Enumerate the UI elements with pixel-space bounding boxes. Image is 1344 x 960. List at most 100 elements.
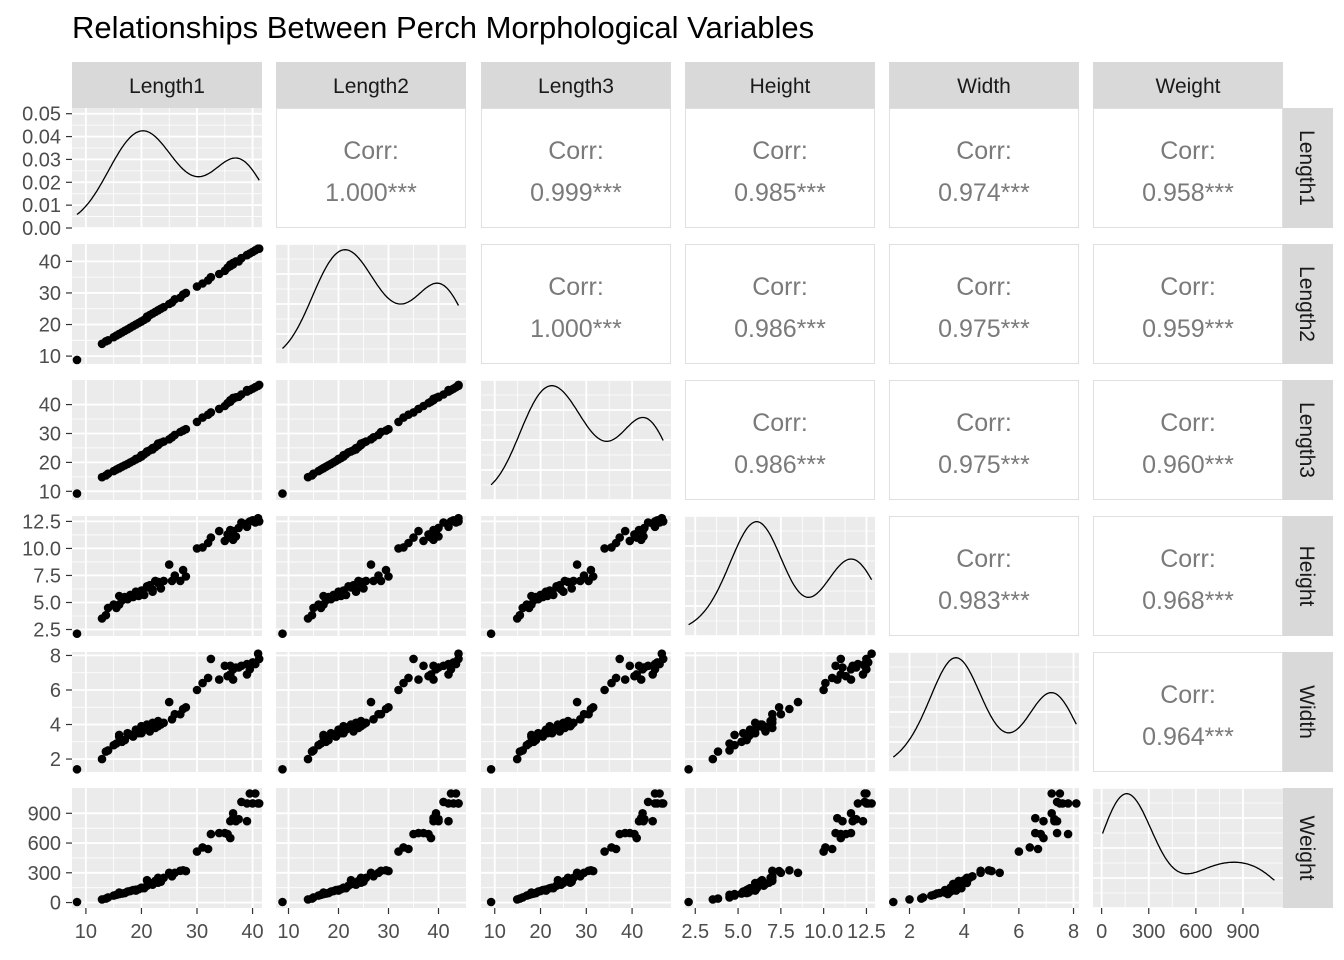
data-point <box>454 517 463 526</box>
x-tick-label: 30 <box>186 921 208 943</box>
y-tick-label: 2.5 <box>33 620 61 642</box>
y-tick-label: 600 <box>28 833 61 855</box>
data-point <box>987 866 996 876</box>
data-point <box>231 532 241 541</box>
data-point <box>164 560 174 569</box>
data-point <box>1039 816 1048 826</box>
y-tick-label: 0 <box>50 893 61 915</box>
data-point <box>426 833 436 843</box>
data-point <box>414 526 423 536</box>
data-point <box>376 576 386 586</box>
data-point <box>831 661 840 671</box>
data-point <box>303 754 313 764</box>
data-point <box>361 576 371 586</box>
data-point <box>414 675 423 684</box>
data-point <box>454 799 463 808</box>
y-tick-label: 40 <box>39 251 61 273</box>
data-point <box>404 673 413 683</box>
column-strip-label: Length2 <box>333 75 409 98</box>
data-point <box>1052 828 1062 838</box>
data-point <box>409 533 418 542</box>
y-tick-label: 0.01 <box>22 195 61 217</box>
correlation-panel <box>889 516 1079 636</box>
data-point <box>559 587 568 596</box>
x-tick-label: 40 <box>241 921 263 943</box>
correlation-value: 0.974*** <box>938 179 1030 207</box>
row-strip <box>1283 788 1333 908</box>
data-point <box>1063 799 1073 808</box>
data-point <box>650 799 660 808</box>
y-tick-label: 40 <box>39 395 61 417</box>
data-point <box>159 576 168 586</box>
data-point <box>203 844 213 854</box>
data-point <box>97 754 107 764</box>
correlation-value: 0.975*** <box>938 315 1030 343</box>
x-tick-label: 6 <box>1013 921 1024 943</box>
data-point <box>228 809 238 818</box>
data-point <box>774 866 784 876</box>
data-point <box>821 678 830 688</box>
row-strip <box>1283 108 1333 228</box>
column-strip <box>276 62 466 108</box>
data-point <box>569 718 578 728</box>
data-point <box>206 408 216 417</box>
data-point <box>228 675 238 684</box>
data-point <box>366 560 376 569</box>
x-tick-label: 30 <box>377 921 399 943</box>
correlation-label: Corr: <box>548 137 604 165</box>
data-point <box>846 809 856 818</box>
panel-background <box>276 788 466 908</box>
data-point <box>650 659 660 669</box>
data-point <box>242 799 252 808</box>
data-point <box>1039 833 1048 843</box>
data-point <box>572 697 582 707</box>
data-point <box>361 718 371 728</box>
data-point <box>836 833 846 843</box>
data-point <box>725 739 734 748</box>
data-point <box>409 654 418 664</box>
data-point <box>620 675 630 684</box>
data-point <box>889 897 898 907</box>
data-point <box>404 844 413 854</box>
correlation-panel <box>276 108 466 228</box>
correlation-value: 0.975*** <box>938 451 1030 479</box>
column-strip-label: Width <box>957 75 1011 98</box>
y-tick-label: 10 <box>39 346 61 368</box>
data-point <box>658 799 668 808</box>
y-tick-label: 20 <box>39 452 61 474</box>
correlation-label: Corr: <box>956 545 1012 573</box>
data-point <box>853 799 863 808</box>
data-point <box>756 720 765 729</box>
data-point <box>404 538 413 548</box>
data-point <box>821 843 830 852</box>
y-tick-label: 4 <box>50 715 61 737</box>
data-point <box>164 697 174 707</box>
y-tick-label: 10.0 <box>22 538 61 560</box>
data-point <box>640 523 649 533</box>
column-strip-label: Length1 <box>129 75 205 98</box>
data-point <box>639 532 648 541</box>
density-curve <box>490 385 664 486</box>
data-point <box>708 754 718 764</box>
data-point <box>1047 789 1056 798</box>
density-curve <box>688 521 873 626</box>
correlation-panel <box>481 108 671 228</box>
correlation-value: 0.958*** <box>1142 179 1234 207</box>
data-point <box>730 730 739 740</box>
data-point <box>369 576 378 586</box>
data-point <box>684 897 693 907</box>
correlation-panel <box>1093 652 1283 772</box>
x-tick-label: 10.0 <box>804 921 843 943</box>
data-point <box>192 685 202 695</box>
data-point <box>181 424 191 434</box>
data-point <box>366 697 376 707</box>
y-tick-label: 300 <box>28 863 61 885</box>
correlation-label: Corr: <box>1160 681 1216 709</box>
correlation-label: Corr: <box>1160 545 1216 573</box>
data-point <box>234 523 243 533</box>
y-tick-label: 6 <box>50 680 61 702</box>
y-tick-label: 30 <box>39 423 61 445</box>
data-point <box>351 587 361 596</box>
data-point <box>72 765 82 774</box>
